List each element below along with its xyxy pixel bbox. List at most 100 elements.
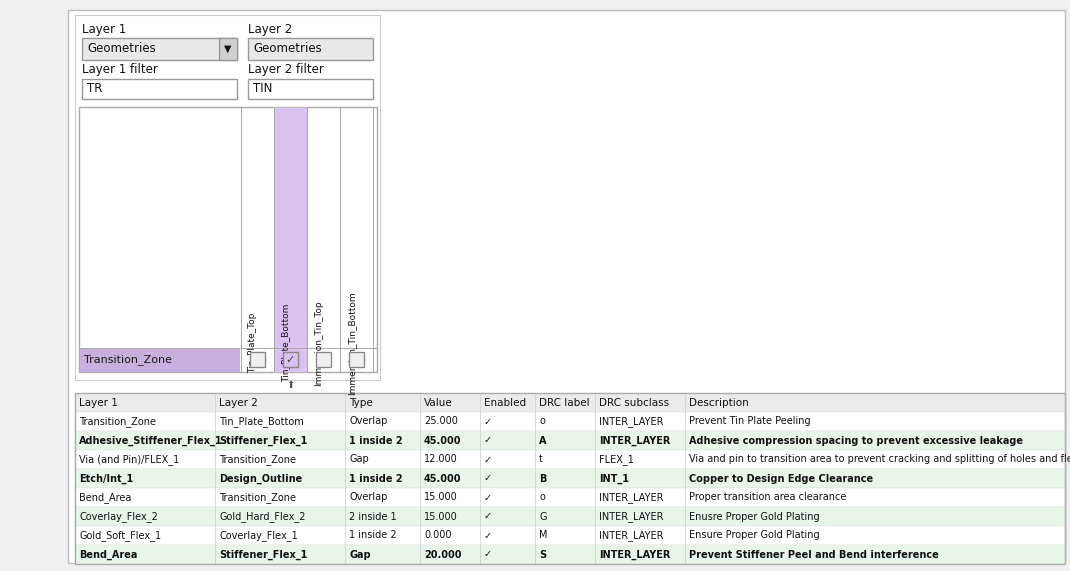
Text: Adhesive_Stiffener_Flex_1: Adhesive_Stiffener_Flex_1 bbox=[79, 435, 223, 445]
Text: DRC label: DRC label bbox=[539, 397, 590, 408]
Text: 1 inside 2: 1 inside 2 bbox=[349, 436, 402, 445]
Text: t: t bbox=[539, 455, 542, 464]
Bar bbox=[75, 507, 1065, 526]
Text: INTER_LAYER: INTER_LAYER bbox=[599, 549, 671, 560]
Text: Transition_Zone: Transition_Zone bbox=[219, 454, 296, 465]
Text: Copper to Design Edge Clearance: Copper to Design Edge Clearance bbox=[689, 473, 873, 484]
Text: Immersion_Tin_Top: Immersion_Tin_Top bbox=[315, 300, 323, 386]
Text: Tin_Plate_Bottom: Tin_Plate_Bottom bbox=[281, 304, 290, 382]
Text: INTER_LAYER: INTER_LAYER bbox=[599, 416, 663, 427]
Bar bbox=[282, 352, 299, 367]
Text: Immersion_Tin_Bottom: Immersion_Tin_Bottom bbox=[348, 291, 356, 395]
Bar bbox=[316, 352, 331, 367]
Bar bbox=[75, 526, 1065, 545]
Bar bbox=[75, 450, 1065, 469]
Text: o: o bbox=[539, 493, 545, 502]
Text: Proper transition area clearance: Proper transition area clearance bbox=[689, 493, 846, 502]
Text: ✓: ✓ bbox=[484, 416, 492, 427]
Text: Layer 2: Layer 2 bbox=[219, 397, 258, 408]
Bar bbox=[248, 79, 373, 99]
Text: INTER_LAYER: INTER_LAYER bbox=[599, 435, 671, 445]
Text: Via and pin to transition area to prevent cracking and splitting of holes and fl: Via and pin to transition area to preven… bbox=[689, 455, 1070, 464]
Text: Tin_Plate_Bottom: Tin_Plate_Bottom bbox=[219, 416, 304, 427]
Bar bbox=[79, 107, 377, 372]
Text: 45.000: 45.000 bbox=[424, 436, 461, 445]
Text: INTER_LAYER: INTER_LAYER bbox=[599, 511, 663, 522]
Text: ✓: ✓ bbox=[484, 549, 492, 560]
Bar bbox=[274, 107, 307, 372]
Text: 20.000: 20.000 bbox=[424, 549, 461, 560]
Text: G: G bbox=[539, 512, 547, 521]
Text: Prevent Stiffener Peel and Bend interference: Prevent Stiffener Peel and Bend interfer… bbox=[689, 549, 938, 560]
Text: Gold_Soft_Flex_1: Gold_Soft_Flex_1 bbox=[79, 530, 162, 541]
Text: Stiffener_Flex_1: Stiffener_Flex_1 bbox=[219, 435, 307, 445]
Bar bbox=[75, 469, 1065, 488]
Text: Layer 2 filter: Layer 2 filter bbox=[248, 63, 324, 77]
Bar bbox=[349, 352, 364, 367]
Text: Enusre Proper Gold Plating: Enusre Proper Gold Plating bbox=[689, 512, 820, 521]
Text: Stiffener_Flex_1: Stiffener_Flex_1 bbox=[219, 549, 307, 560]
Text: TR: TR bbox=[87, 82, 103, 95]
Text: Etch/Int_1: Etch/Int_1 bbox=[79, 473, 134, 484]
Text: ✓: ✓ bbox=[484, 455, 492, 464]
Text: Overlap: Overlap bbox=[349, 416, 387, 427]
Text: A: A bbox=[539, 436, 547, 445]
Text: Enabled: Enabled bbox=[484, 397, 526, 408]
Text: M: M bbox=[539, 530, 548, 541]
Bar bbox=[75, 545, 1065, 564]
Bar bbox=[82, 38, 236, 60]
Bar bbox=[82, 79, 236, 99]
Text: 15.000: 15.000 bbox=[424, 493, 458, 502]
Text: 25.000: 25.000 bbox=[424, 416, 458, 427]
Text: Layer 1 filter: Layer 1 filter bbox=[82, 63, 158, 77]
Bar bbox=[75, 412, 1065, 431]
Text: INTER_LAYER: INTER_LAYER bbox=[599, 492, 663, 503]
Text: 2 inside 1: 2 inside 1 bbox=[349, 512, 397, 521]
Text: ✓: ✓ bbox=[484, 512, 492, 521]
Text: INT_1: INT_1 bbox=[599, 473, 629, 484]
Text: 45.000: 45.000 bbox=[424, 473, 461, 484]
Text: INTER_LAYER: INTER_LAYER bbox=[599, 530, 663, 541]
Text: Via (and Pin)/FLEX_1: Via (and Pin)/FLEX_1 bbox=[79, 454, 180, 465]
Text: Gap: Gap bbox=[349, 455, 369, 464]
Text: Coverlay_Flex_1: Coverlay_Flex_1 bbox=[219, 530, 297, 541]
Bar bbox=[75, 393, 1065, 564]
Text: B: B bbox=[539, 473, 547, 484]
Text: Layer 1: Layer 1 bbox=[82, 23, 126, 37]
Text: ✓: ✓ bbox=[484, 493, 492, 502]
Text: 1 inside 2: 1 inside 2 bbox=[349, 530, 397, 541]
Bar bbox=[219, 38, 236, 60]
Bar bbox=[75, 393, 1065, 412]
Text: Description: Description bbox=[689, 397, 749, 408]
Text: Overlap: Overlap bbox=[349, 493, 387, 502]
Text: Geometries: Geometries bbox=[87, 42, 156, 55]
Text: Prevent Tin Plate Peeling: Prevent Tin Plate Peeling bbox=[689, 416, 811, 427]
Bar bbox=[79, 348, 239, 372]
Text: o: o bbox=[539, 416, 545, 427]
Text: Tin_Plate_Top: Tin_Plate_Top bbox=[248, 313, 258, 373]
Text: TIN: TIN bbox=[253, 82, 273, 95]
Bar bbox=[75, 15, 380, 380]
Bar bbox=[248, 38, 373, 60]
Text: Design_Outline: Design_Outline bbox=[219, 473, 302, 484]
Text: Transition_Zone: Transition_Zone bbox=[219, 492, 296, 503]
Text: Bend_Area: Bend_Area bbox=[79, 549, 137, 560]
Text: ✓: ✓ bbox=[484, 436, 492, 445]
Text: Adhesive compression spacing to prevent excessive leakage: Adhesive compression spacing to prevent … bbox=[689, 436, 1023, 445]
Text: Bend_Area: Bend_Area bbox=[79, 492, 132, 503]
Text: 0.000: 0.000 bbox=[424, 530, 452, 541]
Text: ✓: ✓ bbox=[484, 530, 492, 541]
Text: Transition_Zone: Transition_Zone bbox=[79, 416, 156, 427]
Text: S: S bbox=[539, 549, 546, 560]
Text: DRC subclass: DRC subclass bbox=[599, 397, 669, 408]
Text: Gold_Hard_Flex_2: Gold_Hard_Flex_2 bbox=[219, 511, 306, 522]
Text: Layer 1: Layer 1 bbox=[79, 397, 118, 408]
Text: ✓: ✓ bbox=[484, 473, 492, 484]
Bar bbox=[75, 431, 1065, 450]
Text: Type: Type bbox=[349, 397, 372, 408]
Text: Layer 2: Layer 2 bbox=[248, 23, 292, 37]
Text: 15.000: 15.000 bbox=[424, 512, 458, 521]
Text: ▼: ▼ bbox=[225, 44, 232, 54]
Text: Coverlay_Flex_2: Coverlay_Flex_2 bbox=[79, 511, 158, 522]
Text: FLEX_1: FLEX_1 bbox=[599, 454, 633, 465]
